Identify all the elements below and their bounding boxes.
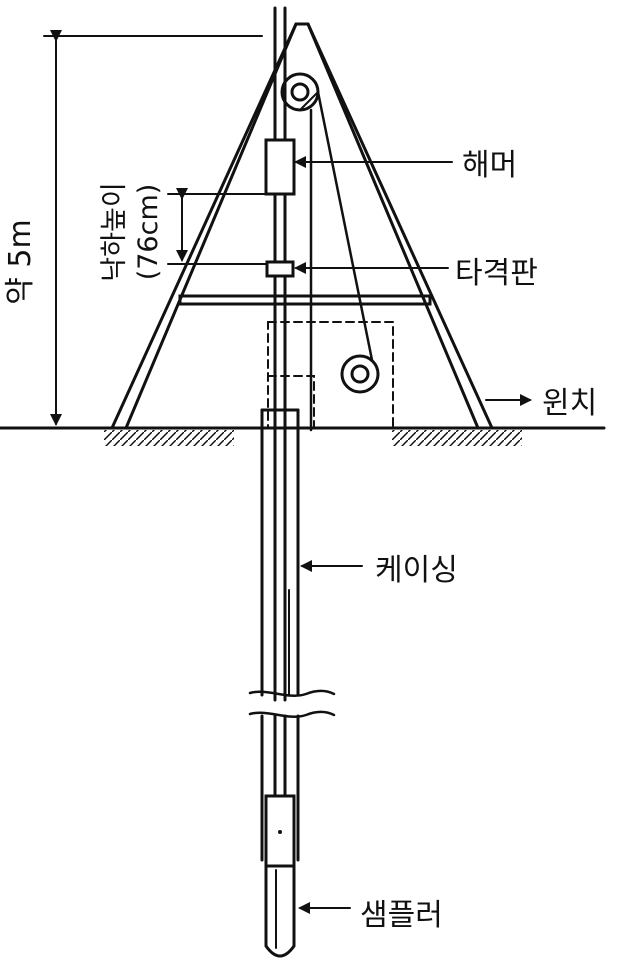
drop-height-dimension [167,188,267,265]
rope-top [299,91,319,111]
winch-housing [267,321,394,429]
hammer-label: 해머 [462,148,518,183]
hammer [264,138,296,196]
break-mark [248,689,336,718]
drop-height-text: 낙하높이 [99,182,130,282]
winch-drum [340,354,380,394]
sampler [264,794,296,958]
tripod-frame [110,22,494,430]
winch-label: 윈치 [542,386,598,421]
casing-label: 케이싱 [375,553,458,588]
total-height-dimension [43,30,263,426]
total-height-label: 약 5m [3,219,38,305]
sampler-label: 샘플러 [360,898,443,933]
anvil [265,260,295,278]
casing [260,408,300,697]
pulley [280,72,320,112]
drop-height-label: 낙하높이 (76cm) [98,182,166,281]
drill-rod [260,714,300,862]
drop-height-value: (76cm) [133,183,164,281]
rope [316,90,374,362]
ground [0,426,606,446]
anvil-label: 타격판 [455,256,538,291]
guide-rod [273,6,287,702]
